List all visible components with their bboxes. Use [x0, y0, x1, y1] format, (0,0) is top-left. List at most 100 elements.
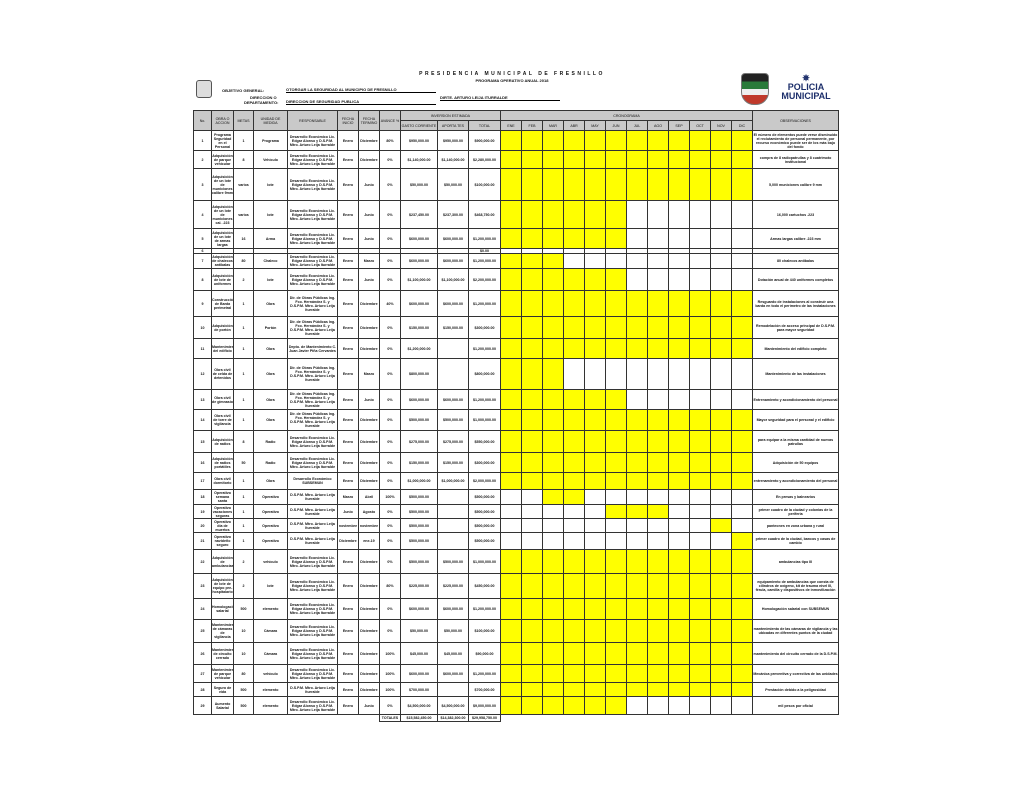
- observaciones-cell: 80 chalecos antibalas: [752, 253, 840, 269]
- total-cell: $468,750.00: [467, 200, 502, 229]
- inicio-cell: Junio: [337, 504, 359, 519]
- month-cell-jun: [605, 472, 628, 490]
- avance-cell: 0%: [379, 472, 401, 490]
- observaciones-cell: equipamiento de ambulancias que consta d…: [752, 573, 840, 599]
- month-cell-dic: [731, 518, 754, 533]
- unidad-cell: Operativo: [253, 504, 288, 519]
- termino-cell: Junio: [358, 228, 380, 249]
- obra-cell: Adquisición de un lote de armas largas: [211, 228, 234, 249]
- table-row: 14 Obra civil de torre de vigilancia 1 Obra…: [193, 409, 840, 431]
- month-cell-abr: [563, 664, 586, 683]
- avance-cell: 0%: [379, 518, 401, 533]
- month-cell-jul: [626, 518, 649, 533]
- total-cell: $700,000.00: [467, 682, 502, 697]
- month-cell-dic: [731, 430, 754, 453]
- gasto-cell: $50,000.00: [400, 168, 438, 201]
- dept-label-2: DEPARTAMENTO:: [244, 100, 279, 105]
- aporta-cell: $45,000.00: [437, 642, 469, 665]
- avance-cell: 100%: [379, 664, 401, 683]
- month-cell-abr: [563, 389, 586, 410]
- avance-cell: 0%: [379, 504, 401, 519]
- month-cell-jun: [605, 168, 628, 201]
- total-cell: $90,000.00: [467, 642, 502, 665]
- avance-cell: 0%: [379, 389, 401, 410]
- unidad-cell: elemento: [253, 696, 288, 715]
- obra-cell: Adquisición de un lote de municiones cal…: [211, 168, 234, 201]
- month-cell-jun: [605, 268, 628, 291]
- responsable-cell: Desarrollo Económico Lic. Edgar Alonso y…: [287, 168, 338, 201]
- avance-cell: 0%: [379, 168, 401, 201]
- month-cell-oct: [689, 598, 712, 620]
- aporta-cell: $600,000.00: [437, 228, 469, 249]
- month-cell-nov: [710, 642, 733, 665]
- col-month: JUN: [605, 120, 628, 131]
- month-cell-jul: [626, 642, 649, 665]
- metas-cell: 1: [233, 358, 254, 390]
- gasto-cell: $800,000.00: [400, 358, 438, 390]
- gasto-cell: $500,000.00: [400, 549, 438, 574]
- month-cell-abr: [563, 338, 586, 359]
- month-cell-mar: [542, 253, 565, 269]
- month-cell-jul: [626, 696, 649, 715]
- termino-cell: Diciembre: [358, 682, 380, 697]
- month-cell-mar: [542, 549, 565, 574]
- month-cell-may: [584, 316, 607, 339]
- month-cell-sep: [668, 358, 691, 390]
- month-cell-jul: [626, 389, 649, 410]
- month-cell-dic: [731, 504, 754, 519]
- month-cell-feb: [521, 130, 544, 151]
- avance-cell: 100%: [379, 682, 401, 697]
- col-inicio: FECHA INICIO: [337, 110, 359, 131]
- month-cell-feb: [521, 489, 544, 505]
- aporta-cell: [437, 358, 469, 390]
- col-month: MAY: [584, 120, 607, 131]
- month-cell-sep: [668, 549, 691, 574]
- avance-cell: 0%: [379, 358, 401, 390]
- month-cell-jul: [626, 472, 649, 490]
- month-cell-feb: [521, 168, 544, 201]
- month-cell-oct: [689, 532, 712, 550]
- month-cell-abr: [563, 130, 586, 151]
- unidad-cell: Obra: [253, 409, 288, 431]
- table-row: 24Homologación salarial500elementoDesarr…: [193, 598, 840, 620]
- termino-cell: Diciembre: [358, 338, 380, 359]
- month-cell-jul: [626, 619, 649, 643]
- month-cell-feb: [521, 532, 544, 550]
- table-row: 9 Construcción de Barda perimetral 1 Obra Di…: [193, 290, 840, 317]
- responsable-cell: Desarrollo Económico Lic. Edgar Alonso y…: [287, 598, 338, 620]
- month-cell-dic: [731, 150, 754, 169]
- aporta-cell: $1,140,000.00: [437, 150, 469, 169]
- month-cell-sep: [668, 228, 691, 249]
- month-cell-abr: [563, 228, 586, 249]
- gasto-cell: $50,000.00: [400, 619, 438, 643]
- unidad-cell: vehículo: [253, 549, 288, 574]
- termino-cell: Agosto: [358, 504, 380, 519]
- termino-cell: Diciembre: [358, 549, 380, 574]
- month-cell-sep: [668, 168, 691, 201]
- month-cell-feb: [521, 389, 544, 410]
- obra-cell: Adquisición de lote de equipo pre-hospit…: [211, 573, 234, 599]
- table-row: 5 Adquisición de un lote de armas largas 1…: [193, 228, 840, 249]
- month-cell-nov: [710, 338, 733, 359]
- month-cell-ene: [500, 682, 523, 697]
- unidad-cell: Programa: [253, 130, 288, 151]
- month-cell-ago: [647, 642, 670, 665]
- month-cell-nov: [710, 389, 733, 410]
- responsable-cell: Desarrollo Económico Lic. Edgar Alonso y…: [287, 253, 338, 269]
- month-cell-ene: [500, 358, 523, 390]
- total-cell: $2,000,000.00: [467, 472, 502, 490]
- month-cell-abr: [563, 200, 586, 229]
- termino-cell: Diciembre: [358, 598, 380, 620]
- month-cell-jun: [605, 389, 628, 410]
- metas-cell: 2: [233, 549, 254, 574]
- termino-cell: Diciembre: [358, 642, 380, 665]
- total-cell: $800,000.00: [467, 358, 502, 390]
- month-cell-ago: [647, 228, 670, 249]
- metas-cell: 50: [233, 452, 254, 473]
- month-cell-ago: [647, 682, 670, 697]
- unidad-cell: Operativo: [253, 518, 288, 533]
- col-month: OCT: [689, 120, 712, 131]
- month-cell-sep: [668, 696, 691, 715]
- month-cell-feb: [521, 696, 544, 715]
- unidad-cell: Cámara: [253, 619, 288, 643]
